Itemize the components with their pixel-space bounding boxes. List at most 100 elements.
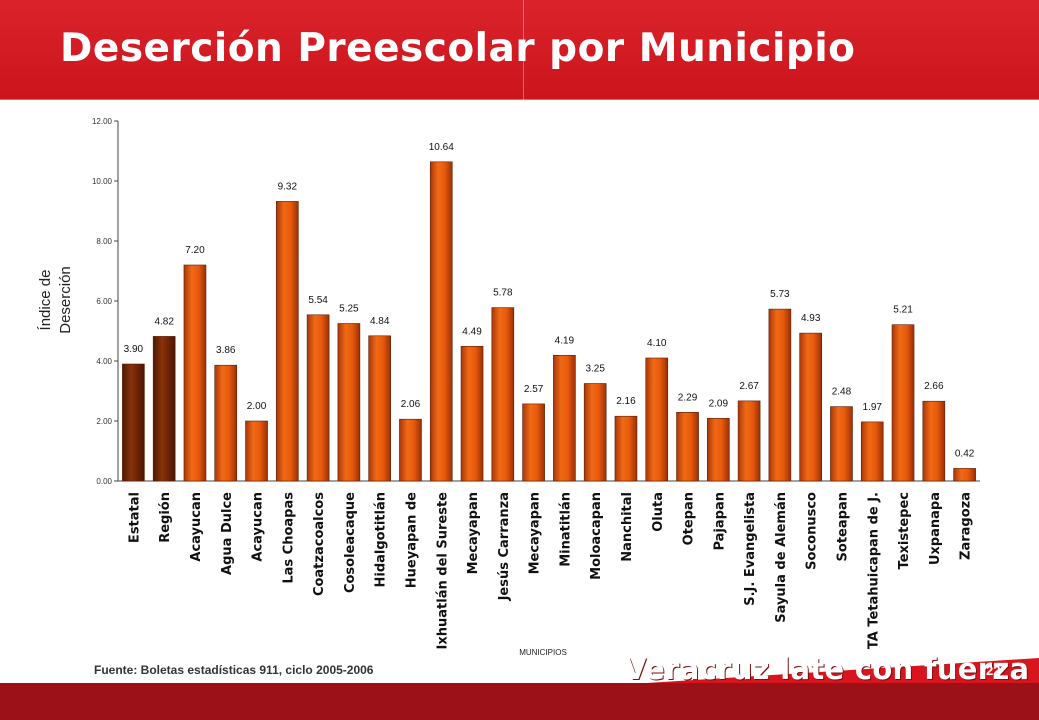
category-label: Cosoleacaque [343, 492, 358, 593]
bar [460, 345, 484, 482]
category-label: TA Tetahuicapan de J. [866, 492, 881, 649]
category-label: Soconusco [805, 492, 820, 570]
footer-band [0, 683, 1039, 720]
category-label: Agua Dulce [220, 492, 235, 575]
page-title: Deserción Preescolar por Municipio [60, 26, 856, 71]
bar [583, 383, 607, 482]
y-tick-label: 0.00 [96, 477, 112, 486]
category-label: Nanchital [620, 492, 635, 562]
bar [768, 308, 792, 482]
data-label: 2.57 [524, 384, 544, 395]
data-label: 2.06 [401, 399, 421, 410]
data-label: 4.84 [370, 316, 390, 327]
data-label: 5.54 [308, 295, 328, 306]
category-label: Región [158, 492, 173, 543]
data-label: 1.97 [863, 402, 883, 413]
bar [399, 418, 422, 482]
data-label: 5.21 [893, 305, 913, 316]
bar [922, 400, 946, 482]
data-label: 2.16 [616, 396, 636, 407]
category-label: Las Choapas [281, 492, 296, 584]
category-label: S.J. Evangelista [743, 492, 758, 606]
bar [553, 354, 576, 482]
bar [152, 336, 176, 482]
bar [676, 411, 699, 482]
bar [368, 335, 391, 482]
category-label: Estatal [127, 492, 142, 543]
data-label: 5.25 [339, 304, 359, 315]
category-label: Uxpanapa [928, 492, 943, 565]
bar [245, 420, 268, 482]
data-label: 4.93 [801, 313, 821, 324]
y-axis-title: Índice de [37, 270, 54, 331]
data-label: 3.86 [216, 345, 236, 356]
y-tick-label: 2.00 [96, 417, 112, 426]
y-axis-title: Deserción [57, 266, 74, 334]
category-label: Oluta [651, 492, 666, 532]
category-label: Pajapan [712, 492, 727, 551]
y-tick-label: 6.00 [96, 297, 112, 306]
bar [122, 363, 145, 482]
data-label: 3.25 [585, 364, 605, 375]
category-label: Acayucan [251, 492, 266, 562]
bar [491, 307, 515, 482]
header-shade [0, 0, 1039, 100]
category-label: Zaragoza [959, 492, 974, 560]
bar [276, 201, 299, 482]
slogan: Veracruz late con fuerza [624, 652, 1030, 686]
y-tick-label: 12.00 [92, 117, 113, 126]
bar [645, 357, 669, 482]
bar [306, 314, 330, 482]
y-tick-label: 8.00 [96, 237, 112, 246]
header-divider-horizontal [0, 99, 1039, 100]
bar [522, 403, 545, 482]
header-divider-vertical [523, 0, 524, 100]
data-label: 4.10 [647, 338, 667, 349]
data-label: 4.82 [154, 316, 174, 327]
page-number: 22 [986, 663, 1001, 678]
bar [799, 332, 822, 482]
header-band: Deserción Preescolar por Municipio [0, 0, 1039, 100]
category-label: Sayula de Alemán [774, 492, 789, 623]
data-label: 5.73 [770, 289, 790, 300]
data-label: 2.66 [924, 381, 944, 392]
y-tick-label: 10.00 [92, 177, 113, 186]
bar [337, 323, 361, 482]
data-label: 3.90 [124, 344, 144, 355]
bar [860, 421, 884, 482]
category-label: Hueyapan de [404, 492, 419, 588]
data-label: 4.19 [555, 335, 575, 346]
data-label: 7.20 [185, 245, 205, 256]
category-label: Hidalgotitlán [374, 492, 389, 587]
category-label: Otepan [682, 492, 697, 545]
bar [707, 417, 730, 482]
data-label: 0.42 [955, 448, 975, 459]
category-label: Coatzacoalcos [312, 492, 327, 596]
data-label: 10.64 [429, 142, 454, 153]
data-label: 5.78 [493, 288, 513, 299]
category-label: Texistepec [897, 492, 912, 569]
data-label: 9.32 [278, 181, 298, 192]
category-label: Mecayapan [528, 492, 543, 574]
category-label: Soteapan [835, 492, 850, 561]
category-label: Jesús Carranza [497, 492, 512, 601]
bar [737, 400, 761, 482]
data-label: 2.09 [709, 398, 729, 409]
data-label: 4.49 [462, 326, 482, 337]
bar [614, 415, 638, 482]
bar [214, 364, 238, 482]
data-label: 2.29 [678, 392, 698, 403]
source-note: Fuente: Boletas estadísticas 911, ciclo … [94, 663, 374, 677]
category-label: Ixhuatlán del Sureste [435, 492, 450, 650]
category-label: Mecayapan [466, 492, 481, 574]
bar [891, 324, 915, 482]
data-label: 2.67 [739, 381, 759, 392]
bar [429, 161, 453, 482]
bar [953, 468, 976, 482]
category-label: Acayucan [189, 492, 204, 562]
x-axis-title: MUNICIPIOS [519, 648, 567, 657]
data-label: 2.48 [832, 387, 852, 398]
data-label: 2.00 [247, 401, 267, 412]
category-label: Minatitlán [558, 492, 573, 567]
